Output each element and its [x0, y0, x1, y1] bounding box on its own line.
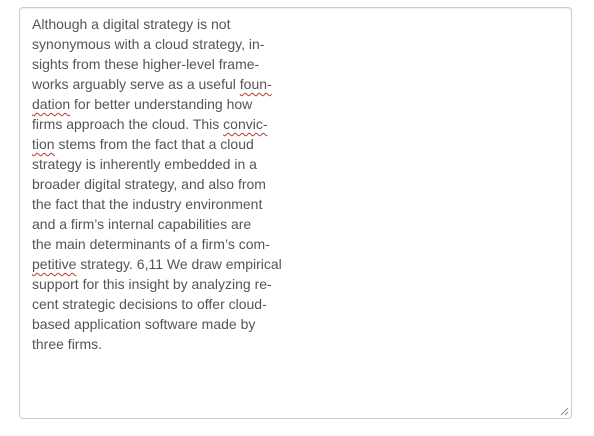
text-segment: strategy. 6,11 We draw empirical [76, 256, 282, 272]
misspelled-word: dation [32, 96, 71, 112]
misspelled-word: foun- [239, 76, 272, 92]
misspelled-word: petitive [32, 256, 77, 272]
text-segment: broader digital strategy, and also from [32, 176, 266, 192]
text-segment: firms approach the cloud. This [32, 116, 224, 132]
text-line: the fact that the industry environment [32, 194, 282, 214]
misspelled-word: tion [32, 136, 55, 152]
misspelled-word: convic- [223, 116, 268, 132]
text-line: petitive strategy. 6,11 We draw empirica… [32, 254, 282, 274]
text-segment: sights from these higher-level frame- [32, 56, 260, 72]
text-segment: support for this insight by analyzing re… [32, 276, 272, 292]
text-segment: strategy is inherently embedded in a [32, 156, 257, 172]
text-line: tion stems from the fact that a cloud [32, 134, 282, 154]
text-line: Although a digital strategy is not [32, 14, 282, 34]
text-segment: synonymous with a cloud strategy, in- [32, 36, 265, 52]
text-line: the main determinants of a firm’s com- [32, 234, 282, 254]
text-segment: works arguably serve as a useful [32, 76, 240, 92]
text-line: based application software made by [32, 314, 282, 334]
text-line: strategy is inherently embedded in a [32, 154, 282, 174]
text-line: and a firm’s internal capabilities are [32, 214, 282, 234]
text-line: works arguably serve as a useful foun- [32, 74, 282, 94]
text-segment: three firms. [32, 336, 103, 352]
text-segment: the fact that the industry environment [32, 196, 263, 212]
text-segment: the main determinants of a firm’s com- [32, 236, 270, 252]
text-line: synonymous with a cloud strategy, in- [32, 34, 282, 54]
text-segment: Although a digital strategy is not [32, 16, 231, 32]
text-segment: based application software made by [32, 316, 256, 332]
text-line: three firms. [32, 334, 282, 354]
text-line: cent strategic decisions to offer cloud- [32, 294, 282, 314]
text-line: dation for better understanding how [32, 94, 282, 114]
text-segment: cent strategic decisions to offer cloud- [32, 296, 267, 312]
text-area[interactable]: Although a digital strategy is not synony… [19, 7, 572, 419]
text-line: firms approach the cloud. This convic- [32, 114, 282, 134]
text-area-content[interactable]: Although a digital strategy is not synony… [32, 14, 282, 354]
text-segment: stems from the fact that a cloud [54, 136, 254, 152]
text-segment: for better understanding how [70, 96, 253, 112]
resize-grip-icon[interactable] [559, 406, 569, 416]
text-line: broader digital strategy, and also from [32, 174, 282, 194]
text-segment: and a firm’s internal capabilities are [32, 216, 252, 232]
text-line: sights from these higher-level frame- [32, 54, 282, 74]
text-line: support for this insight by analyzing re… [32, 274, 282, 294]
